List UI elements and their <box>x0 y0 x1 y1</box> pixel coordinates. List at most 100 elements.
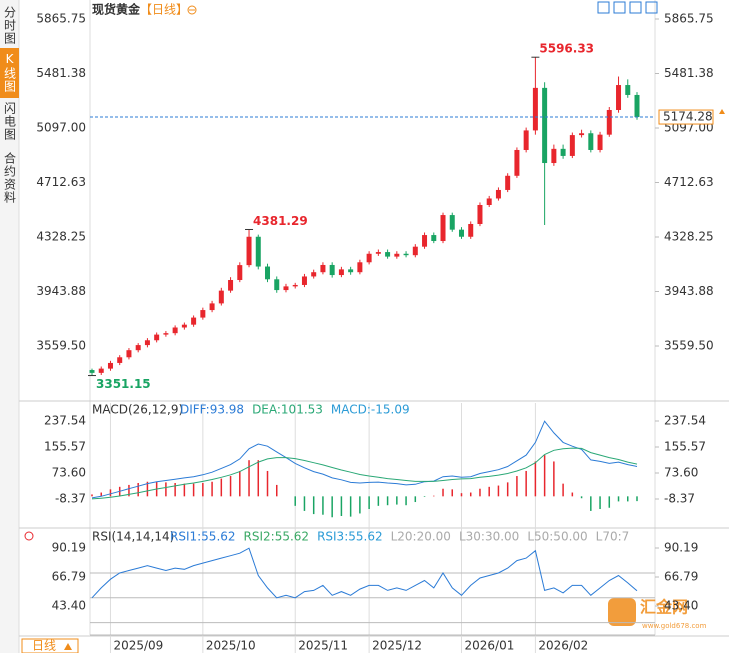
y-tick-label: 5481.38 <box>36 66 86 80</box>
watermark-url: www.gold678.com <box>642 622 707 630</box>
candle-body <box>283 286 289 291</box>
y-tick-label: 43.40 <box>52 598 86 612</box>
candle-body <box>422 235 428 247</box>
candle-body <box>385 252 391 257</box>
y-tick-label: -8.37 <box>664 491 695 505</box>
y-tick-label: 4328.25 <box>36 230 86 244</box>
candle-body <box>218 290 224 304</box>
settings-icon[interactable] <box>24 531 34 541</box>
candle-body <box>505 175 511 190</box>
candle-body <box>579 133 585 136</box>
candle-body <box>606 109 612 135</box>
dea-line <box>91 447 638 500</box>
current-price-box <box>658 109 714 125</box>
extreme-label: 3351.15 <box>96 377 151 391</box>
candle-body <box>126 350 132 358</box>
candle-body <box>616 85 622 110</box>
candle-body <box>107 362 113 369</box>
extreme-label: 4381.29 <box>253 214 308 228</box>
candle-body <box>265 266 271 280</box>
chart-title: 现货黄金 <box>92 2 141 17</box>
legend-item: RSI1:55.62 <box>170 530 236 544</box>
candle-body <box>301 276 307 285</box>
y-tick-label: 3943.88 <box>664 284 714 298</box>
rsi-line <box>91 547 638 599</box>
legend-item: DIFF:93.98 <box>180 403 244 417</box>
period-arrow <box>64 643 72 650</box>
y-tick-label: 66.79 <box>52 569 86 583</box>
candle-body <box>375 252 381 254</box>
watermark-logo <box>608 598 636 626</box>
tool-icon[interactable] <box>645 1 658 14</box>
candle-body <box>412 246 418 256</box>
legend-item: RSI2:55.62 <box>244 530 310 544</box>
active-tab <box>0 48 19 98</box>
candle-body <box>532 87 538 131</box>
candle-body <box>237 265 243 281</box>
legend-item: L50:50.00 <box>527 530 587 544</box>
candle-body <box>228 280 234 291</box>
candle-body <box>514 149 520 176</box>
sidebar <box>0 0 19 653</box>
candle-body <box>588 133 594 150</box>
macd-title: MACD(26,12,9) <box>92 403 183 417</box>
candle-body <box>403 253 409 256</box>
candle-body <box>449 215 455 230</box>
y-tick-label: 4712.63 <box>36 175 86 189</box>
tab[interactable]: 闪电图 <box>3 102 17 141</box>
y-tick-label: 3559.50 <box>36 339 86 353</box>
candle-body <box>163 333 169 335</box>
collapse-icon[interactable] <box>187 5 197 15</box>
x-tick-label: 2026/02 <box>538 639 588 653</box>
candle-body <box>440 215 446 242</box>
y-tick-label: 237.54 <box>664 414 706 428</box>
candle-body <box>486 198 492 205</box>
y-tick-label: 5097.00 <box>36 121 86 135</box>
tab[interactable]: 合约资料 <box>3 151 17 204</box>
period-button-label[interactable]: 日线 <box>32 639 56 653</box>
candle-body <box>255 236 261 267</box>
candle-body <box>311 272 317 277</box>
y-tick-label: 3943.88 <box>36 284 86 298</box>
candle-body <box>495 189 501 199</box>
candle-body <box>181 324 187 328</box>
candle-body <box>597 134 603 150</box>
candle-body <box>357 262 363 273</box>
y-tick-label: 73.60 <box>664 465 698 479</box>
candle-body <box>458 229 464 237</box>
y-tick-label: 5865.75 <box>36 12 86 26</box>
y-tick-label: 73.60 <box>52 465 86 479</box>
tab[interactable]: 分时图 <box>3 6 17 45</box>
legend-item: RSI3:55.62 <box>317 530 383 544</box>
tool-icon[interactable] <box>597 1 610 14</box>
y-tick-label: 4712.63 <box>664 175 714 189</box>
candle-body <box>625 85 631 95</box>
dif-line <box>91 420 638 499</box>
candle-body <box>551 148 557 164</box>
candle-body <box>172 327 178 334</box>
candle-body <box>246 236 252 266</box>
x-tick-label: 2025/10 <box>206 639 256 653</box>
legend-item: L30:30.00 <box>459 530 519 544</box>
tool-icon[interactable] <box>613 1 626 14</box>
y-tick-label: 237.54 <box>44 414 86 428</box>
y-tick-label: 155.57 <box>664 439 706 453</box>
candle-body <box>135 345 141 351</box>
candle-body <box>274 279 280 291</box>
rsi-title: RSI(14,14,14) <box>92 530 174 544</box>
candle-body <box>209 303 215 311</box>
tab[interactable]: K线图 <box>3 52 17 93</box>
candle-body <box>154 334 160 341</box>
legend-item: MACD:-15.09 <box>331 403 410 417</box>
candle-body <box>477 204 483 224</box>
candle-body <box>144 340 150 346</box>
x-tick-label: 2025/09 <box>113 639 163 653</box>
candle-body <box>634 94 640 118</box>
y-tick-label: 4328.25 <box>664 230 714 244</box>
candle-body <box>348 269 354 273</box>
candle-body <box>366 253 372 263</box>
x-tick-label: 2025/12 <box>372 639 422 653</box>
tool-icon[interactable] <box>629 1 642 14</box>
period: 【日线】 <box>140 3 188 17</box>
